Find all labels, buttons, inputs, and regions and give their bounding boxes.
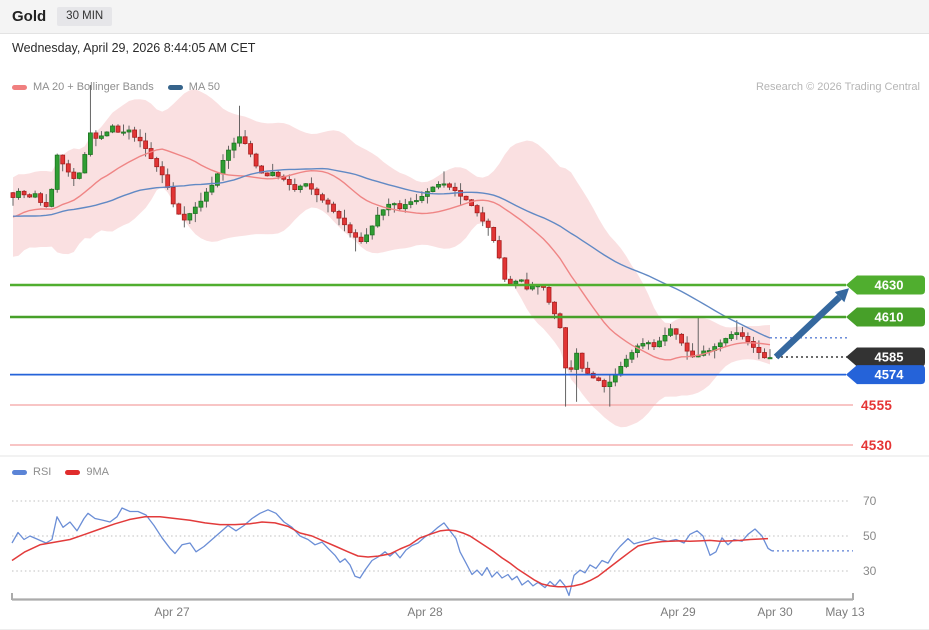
- rsi-tick-label-50: 50: [863, 529, 877, 543]
- header-bar: Gold 30 MIN: [0, 0, 929, 34]
- bullish-arrow-shaft: [773, 294, 842, 360]
- price-level-badge-text-4574: 4574: [875, 367, 905, 382]
- rsi-legend: RSI 9MA: [12, 466, 109, 478]
- legend-item-ma20-bollinger: MA 20 + Bollinger Bands: [12, 81, 154, 93]
- rsi-line: [11, 507, 773, 597]
- price-level-badge-text-4610: 4610: [875, 310, 904, 325]
- price-level-badge-text-4630: 4630: [875, 278, 904, 293]
- timeframe-badge: 30 MIN: [57, 6, 113, 27]
- ma50-swatch-icon: [167, 84, 183, 90]
- main-chart-legend: MA 20 + Bollinger Bands MA 50: [12, 81, 220, 93]
- instrument-title: Gold: [12, 8, 47, 25]
- price-level-badge-text-4585: 4585: [875, 350, 904, 365]
- price-level-badge-4574: [846, 365, 925, 385]
- ma20-line: [12, 148, 771, 361]
- bollinger-band-area: [13, 89, 770, 428]
- x-axis-label-may-13: May 13: [825, 605, 865, 619]
- price-level-text-4530: 4530: [861, 438, 892, 453]
- x-axis-label-apr-30: Apr 30: [757, 605, 793, 619]
- legend-label: RSI: [33, 466, 52, 478]
- legend-label: MA 50: [188, 81, 220, 93]
- legend-item-rsi: RSI: [12, 466, 51, 478]
- nine-ma-swatch-icon: [65, 469, 81, 475]
- x-axis-label-apr-28: Apr 28: [407, 605, 443, 619]
- x-axis-label-apr-29: Apr 29: [660, 605, 696, 619]
- x-axis-label-apr-27: Apr 27: [154, 605, 190, 619]
- datetime-label: Wednesday, April 29, 2026 8:44:05 AM CET: [12, 41, 256, 55]
- bullish-arrow-head-icon: [834, 288, 849, 303]
- rsi-9ma-line: [11, 516, 769, 588]
- legend-item-ma50: MA 50: [167, 81, 220, 93]
- price-level-text-4555: 4555: [861, 398, 892, 413]
- legend-label: MA 20 + Bollinger Bands: [33, 81, 154, 93]
- ma50-line: [13, 167, 771, 339]
- legend-item-9ma: 9MA: [65, 466, 109, 478]
- price-level-badge-4630: [846, 275, 925, 295]
- attribution-text: Research © 2026 Trading Central: [755, 81, 920, 93]
- rsi-tick-label-70: 70: [863, 494, 877, 508]
- legend-label: 9MA: [86, 466, 109, 478]
- price-level-badge-4585: [846, 347, 925, 367]
- price-level-badge-4610: [846, 307, 925, 327]
- ma20-swatch-icon: [12, 84, 27, 90]
- candles: [10, 85, 773, 407]
- rsi-tick-label-30: 30: [863, 564, 877, 578]
- rsi-swatch-icon: [12, 469, 27, 475]
